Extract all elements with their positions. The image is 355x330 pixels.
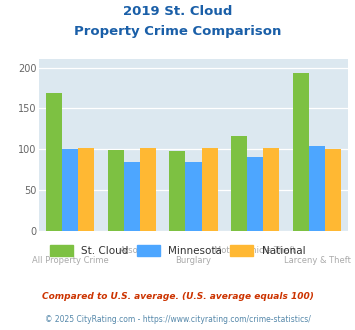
Bar	[263, 148, 279, 231]
Text: Motor Vehicle Theft: Motor Vehicle Theft	[214, 246, 296, 255]
Bar	[169, 151, 185, 231]
Text: © 2025 CityRating.com - https://www.cityrating.com/crime-statistics/: © 2025 CityRating.com - https://www.city…	[45, 315, 310, 324]
Bar	[46, 93, 62, 231]
Bar	[108, 150, 124, 231]
Bar	[62, 149, 78, 231]
Bar	[140, 148, 156, 231]
Text: Compared to U.S. average. (U.S. average equals 100): Compared to U.S. average. (U.S. average …	[42, 292, 313, 301]
Bar	[247, 157, 263, 231]
Text: All Property Crime: All Property Crime	[32, 255, 108, 265]
Bar	[202, 148, 218, 231]
Bar	[231, 136, 247, 231]
Text: Arson: Arson	[120, 246, 144, 255]
Bar	[293, 73, 309, 231]
Text: 2019 St. Cloud: 2019 St. Cloud	[123, 5, 232, 18]
Text: Larceny & Theft: Larceny & Theft	[284, 255, 350, 265]
Bar	[309, 146, 325, 231]
Legend: St. Cloud, Minnesota, National: St. Cloud, Minnesota, National	[46, 241, 309, 260]
Bar	[78, 148, 94, 231]
Bar	[325, 149, 341, 231]
Bar	[185, 162, 202, 231]
Bar	[124, 162, 140, 231]
Text: Burglary: Burglary	[175, 255, 212, 265]
Text: Property Crime Comparison: Property Crime Comparison	[74, 25, 281, 38]
